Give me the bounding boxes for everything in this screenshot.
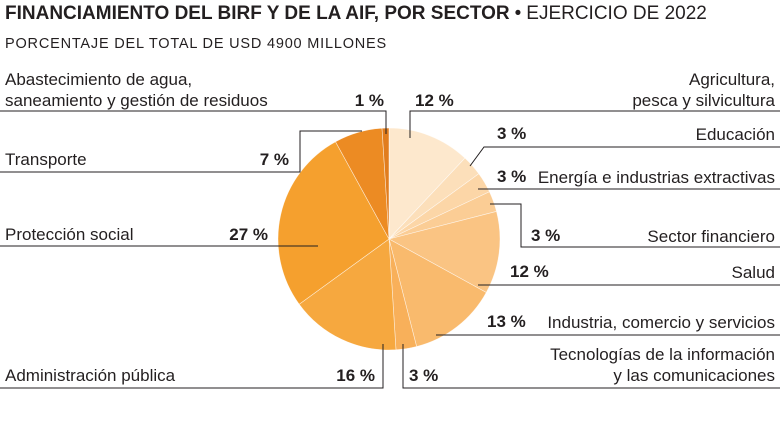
category-label-abastecimiento-de-agua-line-1: Abastecimiento de agua, [5, 70, 192, 89]
value-label-administracion-publica: 16 % [336, 366, 375, 385]
pie-slice-administracion-publica [298, 238, 397, 351]
category-label-educacion: Educación [696, 125, 775, 144]
category-label-administracion-publica: Administración pública [5, 366, 176, 385]
category-label-transporte: Transporte [5, 150, 87, 169]
value-label-salud: 12 % [510, 262, 549, 281]
pie-slice-industria-comercio-y-servicios [388, 238, 487, 347]
pie [277, 127, 501, 351]
category-label-industria: Industria, comercio y servicios [547, 313, 775, 332]
leader-line-tecnologias [402, 344, 780, 389]
category-label-tecnologias-line-1: Tecnologías de la información [550, 345, 775, 364]
pie-slice-salud [388, 211, 501, 293]
chart-subtitle: PORCENTAJE DEL TOTAL DE USD 4900 MILLONE… [5, 36, 387, 52]
category-label-agricultura-line-1: Agricultura, [689, 70, 775, 89]
value-label-industria: 13 % [487, 312, 526, 331]
value-label-abastecimiento-de-agua: 1 % [355, 91, 384, 110]
value-label-sector-financiero: 3 % [531, 226, 560, 245]
leader-line-sector-financiero [490, 203, 780, 248]
category-label-tecnologias-line-2: y las comunicaciones [613, 366, 775, 385]
chart-title: FINANCIAMIENTO DEL BIRF Y DE LA AIF, POR… [5, 3, 707, 24]
leader-line-administracion-publica [0, 344, 384, 389]
value-label-transporte: 7 % [260, 150, 289, 169]
leader-line-abastecimiento-de-agua [0, 110, 387, 134]
category-label-abastecimiento-de-agua-line-2: saneamiento y gestión de residuos [5, 91, 268, 110]
category-label-proteccion-social: Protección social [5, 225, 134, 244]
leader-line-agricultura [409, 110, 780, 138]
category-label-agricultura-line-2: pesca y silvicultura [632, 91, 775, 110]
leader-line-transporte [0, 130, 362, 173]
slice-labels: Agricultura, pesca y silvicultura 12 % E… [5, 70, 776, 385]
pie-slice-agricultura [388, 127, 466, 240]
value-label-proteccion-social: 27 % [229, 225, 268, 244]
chart-title-separator: • [515, 3, 522, 24]
category-label-salud: Salud [732, 263, 775, 282]
pie-slice-proteccion-social [277, 141, 390, 305]
leader-lines [0, 110, 780, 389]
value-label-educacion: 3 % [497, 124, 526, 143]
chart-title-main: FINANCIAMIENTO DEL BIRF Y DE LA AIF, POR… [5, 3, 510, 24]
category-label-sector-financiero: Sector financiero [647, 227, 775, 246]
value-label-energia: 3 % [497, 167, 526, 186]
value-label-tecnologias: 3 % [409, 366, 438, 385]
leader-line-educacion [469, 146, 780, 167]
chart-title-period: EJERCICIO DE 2022 [526, 3, 707, 24]
value-label-agricultura: 12 % [415, 91, 454, 110]
category-label-energia: Energía e industrias extractivas [538, 168, 775, 187]
